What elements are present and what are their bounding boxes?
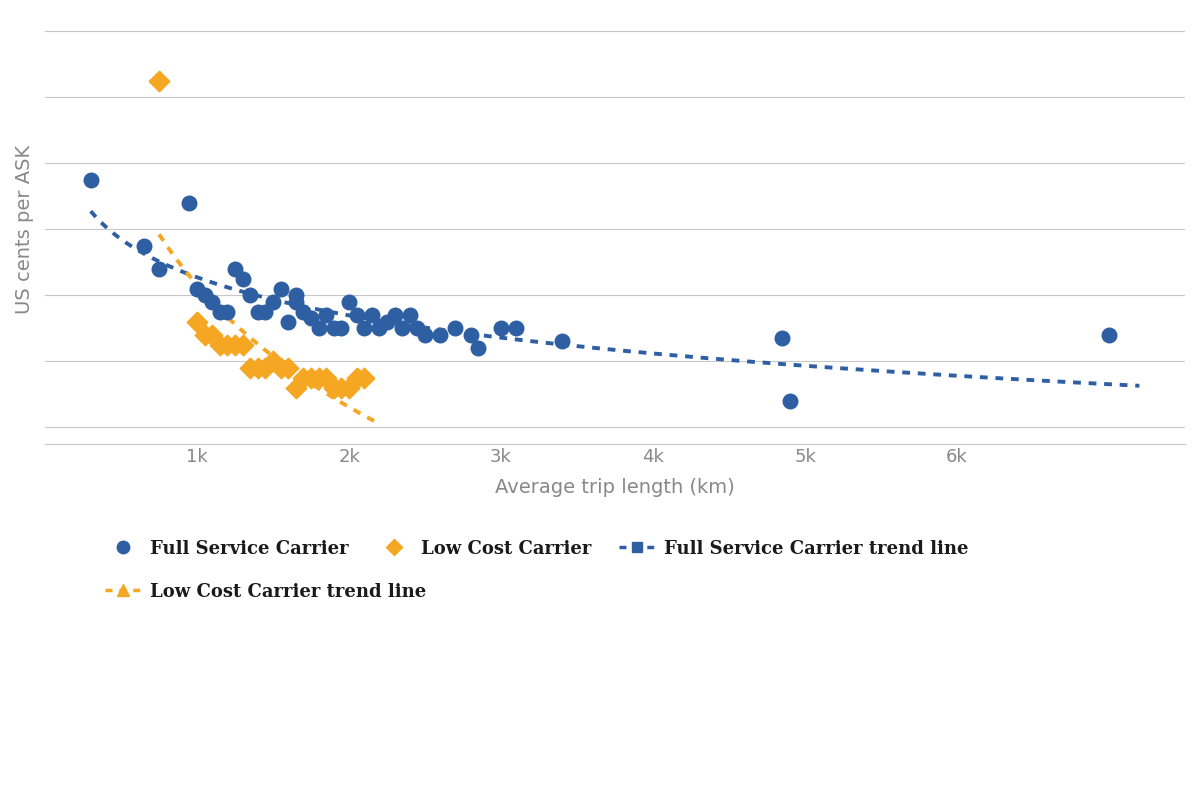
Point <box>1099 329 1118 342</box>
Point <box>82 174 101 186</box>
Point <box>310 371 329 384</box>
Point <box>187 315 206 328</box>
Point <box>332 322 352 334</box>
Point <box>294 306 313 318</box>
Point <box>134 239 154 252</box>
Point <box>324 322 343 334</box>
Point <box>401 309 420 322</box>
Point <box>287 289 306 302</box>
Point <box>370 322 389 334</box>
Point <box>415 329 434 342</box>
Point <box>287 295 306 308</box>
Point <box>278 315 298 328</box>
Point <box>392 322 412 334</box>
Point <box>461 329 480 342</box>
Point <box>780 394 799 407</box>
Point <box>294 371 313 384</box>
Point <box>210 306 229 318</box>
Point <box>287 381 306 394</box>
Point <box>446 322 466 334</box>
Point <box>150 262 169 275</box>
Point <box>150 74 169 87</box>
Point <box>340 295 359 308</box>
Point <box>408 322 427 334</box>
Point <box>355 371 374 384</box>
Point <box>218 306 238 318</box>
Legend: Low Cost Carrier trend line: Low Cost Carrier trend line <box>100 578 432 606</box>
Point <box>203 295 222 308</box>
Point <box>431 329 450 342</box>
Point <box>226 338 245 351</box>
Point <box>362 309 382 322</box>
Point <box>317 371 336 384</box>
Point <box>256 362 275 374</box>
Point <box>278 362 298 374</box>
Point <box>552 335 571 348</box>
Point <box>203 329 222 342</box>
Point <box>264 354 283 367</box>
Point <box>332 381 352 394</box>
Point <box>355 322 374 334</box>
Point <box>241 289 260 302</box>
X-axis label: Average trip length (km): Average trip length (km) <box>496 478 734 497</box>
Point <box>347 309 366 322</box>
Point <box>241 362 260 374</box>
Point <box>301 371 320 384</box>
Point <box>233 272 252 285</box>
Y-axis label: US cents per ASK: US cents per ASK <box>14 145 34 314</box>
Point <box>773 332 792 345</box>
Point <box>340 381 359 394</box>
Point <box>256 306 275 318</box>
Point <box>187 282 206 295</box>
Point <box>248 306 268 318</box>
Point <box>469 342 488 354</box>
Point <box>310 322 329 334</box>
Point <box>218 338 238 351</box>
Point <box>264 295 283 308</box>
Point <box>271 362 290 374</box>
Point <box>196 289 215 302</box>
Point <box>324 381 343 394</box>
Point <box>210 338 229 351</box>
Point <box>301 312 320 325</box>
Point <box>506 322 526 334</box>
Point <box>385 309 404 322</box>
Point <box>317 309 336 322</box>
Point <box>347 371 366 384</box>
Point <box>378 315 397 328</box>
Point <box>233 338 252 351</box>
Point <box>196 329 215 342</box>
Point <box>248 362 268 374</box>
Point <box>226 262 245 275</box>
Point <box>271 282 290 295</box>
Point <box>492 322 511 334</box>
Point <box>180 197 199 210</box>
